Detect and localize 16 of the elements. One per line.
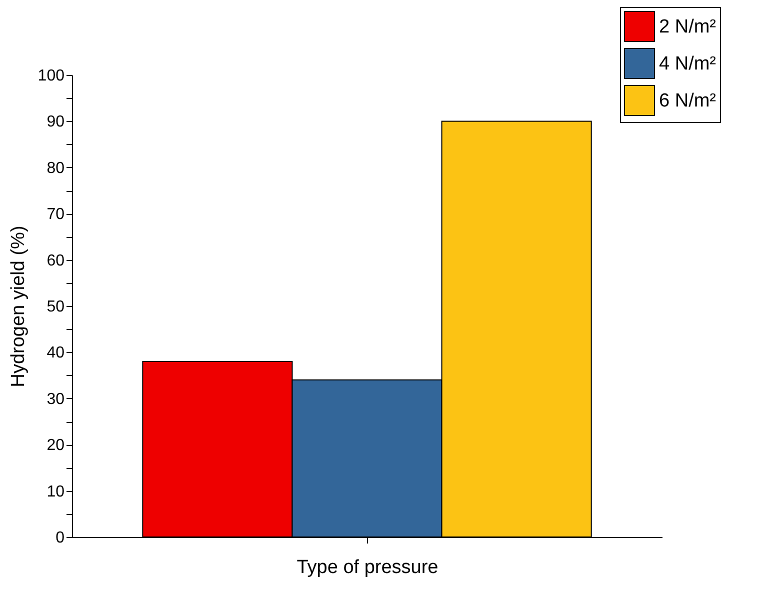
legend-label: 2 N/m²	[659, 16, 716, 38]
legend-label: 6 N/m²	[659, 90, 716, 112]
y-tick-label: 100	[38, 68, 65, 84]
y-tick-label: 60	[46, 252, 65, 270]
y-tick-label: 40	[46, 344, 65, 362]
y-tick-label: 10	[46, 483, 65, 500]
y-axis-title: Hydrogen yield (%)	[8, 226, 29, 388]
y-tick-label: 50	[46, 298, 65, 316]
y-tick-label: 90	[46, 114, 65, 131]
y-tick-label: 20	[46, 437, 65, 454]
y-tick-label: 80	[46, 160, 65, 177]
legend-label: 4 N/m²	[659, 54, 716, 74]
y-tick-label: 0	[56, 530, 65, 546]
y-tick-label: 70	[46, 206, 65, 224]
y-tick-label: 30	[46, 390, 65, 408]
x-axis-title: Type of pressure	[296, 557, 438, 578]
